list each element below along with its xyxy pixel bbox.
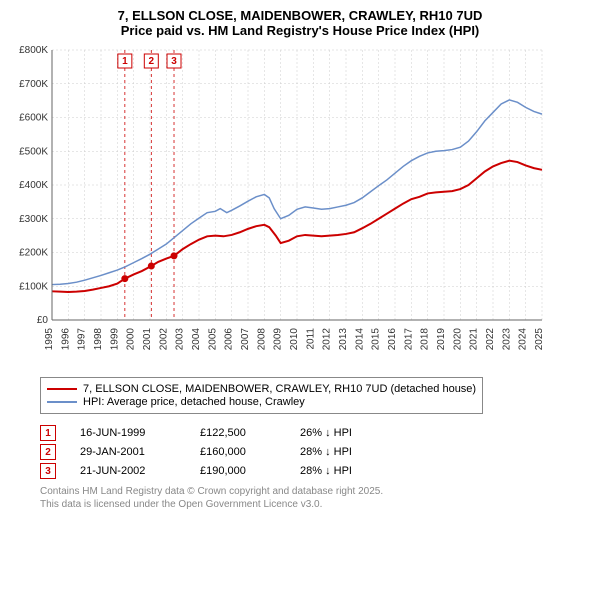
svg-text:2002: 2002 bbox=[158, 328, 169, 351]
chart-title: 7, ELLSON CLOSE, MAIDENBOWER, CRAWLEY, R… bbox=[8, 8, 592, 38]
svg-text:2000: 2000 bbox=[126, 328, 137, 351]
svg-text:2016: 2016 bbox=[387, 328, 398, 351]
legend-label: 7, ELLSON CLOSE, MAIDENBOWER, CRAWLEY, R… bbox=[83, 383, 476, 395]
svg-text:£800K: £800K bbox=[19, 45, 48, 56]
svg-text:2006: 2006 bbox=[224, 328, 235, 351]
svg-text:£200K: £200K bbox=[19, 248, 48, 259]
svg-text:2010: 2010 bbox=[289, 328, 300, 351]
svg-text:1998: 1998 bbox=[93, 328, 104, 351]
svg-text:2005: 2005 bbox=[207, 328, 218, 351]
sale-row: 3 21-JUN-2002£190,00028% ↓ HPI bbox=[40, 463, 592, 479]
sale-price: £190,000 bbox=[200, 465, 300, 477]
svg-text:1997: 1997 bbox=[77, 328, 88, 351]
svg-text:£100K: £100K bbox=[19, 281, 48, 292]
sale-date: 16-JUN-1999 bbox=[80, 427, 200, 439]
svg-text:£0: £0 bbox=[37, 315, 49, 326]
sale-marker: 3 bbox=[40, 463, 56, 479]
svg-text:2007: 2007 bbox=[240, 328, 251, 351]
svg-text:2014: 2014 bbox=[354, 328, 365, 351]
attribution-line-1: Contains HM Land Registry data © Crown c… bbox=[40, 485, 592, 498]
svg-text:2004: 2004 bbox=[191, 328, 202, 351]
legend: 7, ELLSON CLOSE, MAIDENBOWER, CRAWLEY, R… bbox=[40, 377, 483, 414]
svg-text:2017: 2017 bbox=[403, 328, 414, 351]
svg-text:2003: 2003 bbox=[175, 328, 186, 351]
svg-text:2013: 2013 bbox=[338, 328, 349, 351]
sale-row: 1 16-JUN-1999£122,50026% ↓ HPI bbox=[40, 425, 592, 441]
sale-delta: 26% ↓ HPI bbox=[300, 427, 400, 439]
legend-swatch bbox=[47, 401, 77, 403]
legend-label: HPI: Average price, detached house, Craw… bbox=[83, 396, 305, 408]
svg-text:2015: 2015 bbox=[371, 328, 382, 351]
sale-delta: 28% ↓ HPI bbox=[300, 465, 400, 477]
svg-text:£600K: £600K bbox=[19, 113, 48, 124]
attribution-line-2: This data is licensed under the Open Gov… bbox=[40, 498, 592, 511]
sale-price: £160,000 bbox=[200, 446, 300, 458]
svg-text:2021: 2021 bbox=[469, 328, 480, 351]
svg-text:2020: 2020 bbox=[452, 328, 463, 351]
title-line-1: 7, ELLSON CLOSE, MAIDENBOWER, CRAWLEY, R… bbox=[8, 8, 592, 23]
svg-text:2: 2 bbox=[149, 56, 155, 67]
svg-text:2001: 2001 bbox=[142, 328, 153, 351]
legend-row: 7, ELLSON CLOSE, MAIDENBOWER, CRAWLEY, R… bbox=[47, 383, 476, 395]
svg-text:2018: 2018 bbox=[420, 328, 431, 351]
svg-text:3: 3 bbox=[171, 56, 177, 67]
sale-date: 29-JAN-2001 bbox=[80, 446, 200, 458]
svg-text:2022: 2022 bbox=[485, 328, 496, 351]
sale-marker: 2 bbox=[40, 444, 56, 460]
title-line-2: Price paid vs. HM Land Registry's House … bbox=[8, 23, 592, 38]
chart-container: £0 £100K £200K £300K £400K £500K £600K £700K £80… bbox=[8, 44, 592, 369]
price-chart: £0 £100K £200K £300K £400K £500K £600K £700K £80… bbox=[8, 44, 548, 364]
svg-text:£700K: £700K bbox=[19, 79, 48, 90]
sale-delta: 28% ↓ HPI bbox=[300, 446, 400, 458]
sale-marker: 1 bbox=[40, 425, 56, 441]
svg-text:£500K: £500K bbox=[19, 146, 48, 157]
sale-price: £122,500 bbox=[200, 427, 300, 439]
svg-text:1996: 1996 bbox=[60, 328, 71, 351]
svg-text:2025: 2025 bbox=[534, 328, 545, 351]
svg-text:2012: 2012 bbox=[322, 328, 333, 351]
svg-text:2019: 2019 bbox=[436, 328, 447, 351]
attribution: Contains HM Land Registry data © Crown c… bbox=[40, 485, 592, 511]
legend-row: HPI: Average price, detached house, Craw… bbox=[47, 396, 476, 408]
svg-text:1: 1 bbox=[122, 56, 128, 67]
sale-row: 2 29-JAN-2001£160,00028% ↓ HPI bbox=[40, 444, 592, 460]
legend-swatch bbox=[47, 388, 77, 390]
svg-text:2023: 2023 bbox=[501, 328, 512, 351]
svg-text:2024: 2024 bbox=[518, 328, 529, 351]
sales-table: 1 16-JUN-1999£122,50026% ↓ HPI 2 29-JAN-200… bbox=[40, 425, 592, 479]
svg-text:£400K: £400K bbox=[19, 180, 48, 191]
svg-text:1995: 1995 bbox=[44, 328, 55, 351]
svg-text:2009: 2009 bbox=[273, 328, 284, 351]
svg-text:2011: 2011 bbox=[305, 328, 316, 350]
sale-date: 21-JUN-2002 bbox=[80, 465, 200, 477]
svg-text:2008: 2008 bbox=[256, 328, 267, 351]
svg-text:£300K: £300K bbox=[19, 214, 48, 225]
svg-text:1999: 1999 bbox=[109, 328, 120, 351]
